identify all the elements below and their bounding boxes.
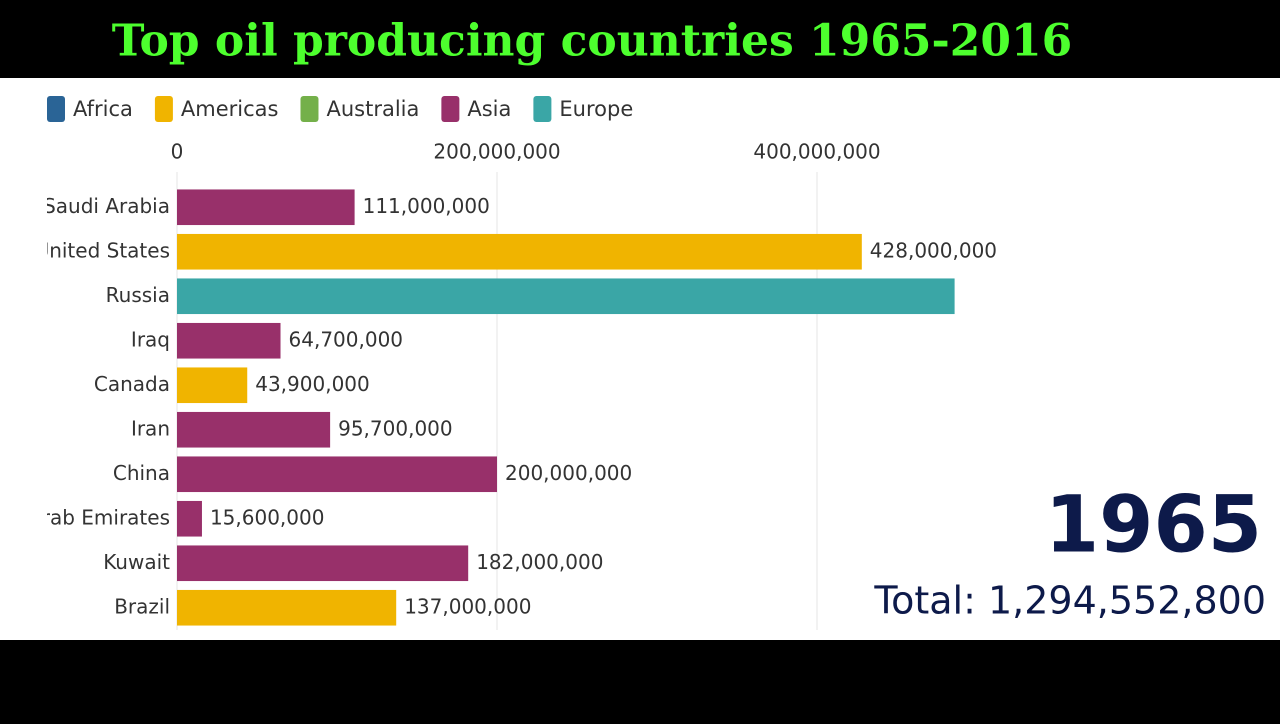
bar — [177, 411, 331, 448]
total: Total: 1,294,552,800 — [873, 579, 1266, 623]
value-label: 200,000,000 — [505, 461, 632, 485]
legend-swatch — [441, 96, 460, 122]
category-label: Kuwait — [103, 550, 170, 574]
bar — [177, 233, 862, 270]
value-label: 137,000,000 — [404, 594, 531, 618]
category-label: Iraq — [131, 327, 170, 351]
legend: Africa Americas Australia Asia Europe — [47, 96, 633, 122]
category-label: Canada — [94, 372, 170, 396]
bar — [177, 545, 469, 582]
value-label: 95,700,000 — [338, 416, 453, 440]
legend-swatch — [300, 96, 319, 122]
legend-swatch — [533, 96, 552, 122]
bar — [177, 189, 355, 226]
bar — [177, 367, 248, 404]
plot: 0 200,000,000 400,000,000 Saudi Arabia 111,0… — [0, 140, 997, 630]
x-tick-label: 0 — [171, 140, 184, 164]
x-tick-label: 200,000,000 — [433, 140, 560, 164]
bar — [177, 500, 202, 537]
bar — [177, 322, 281, 359]
category-label: Saudi Arabia — [43, 194, 170, 218]
category-label: United Arab Emirates — [0, 505, 170, 529]
bar — [177, 589, 397, 626]
legend-label: Americas — [181, 97, 279, 121]
legend-label: Europe — [559, 97, 633, 121]
category-label: Russia — [106, 283, 170, 307]
legend-label: Africa — [73, 97, 133, 121]
category-label: United States — [35, 238, 170, 262]
value-label: 111,000,000 — [363, 194, 490, 218]
bar — [177, 278, 955, 315]
year: 1965 — [1045, 480, 1262, 570]
category-label: China — [113, 461, 170, 485]
value-label: 43,900,000 — [255, 372, 370, 396]
value-label: 428,000,000 — [870, 238, 997, 262]
value-label: 64,700,000 — [289, 327, 404, 351]
chart-title: Top oil producing countries 1965-2016 — [112, 16, 1072, 67]
category-label: Iran — [131, 416, 170, 440]
legend-label: Australia — [326, 97, 419, 121]
legend-label: Asia — [467, 97, 511, 121]
value-label: 15,600,000 — [210, 505, 325, 529]
legend-swatch — [47, 96, 65, 122]
category-label: Brazil — [114, 594, 170, 618]
legend-swatch — [154, 96, 173, 122]
value-label: 182,000,000 — [476, 550, 603, 574]
bar — [177, 456, 497, 493]
x-tick-label: 400,000,000 — [753, 140, 880, 164]
